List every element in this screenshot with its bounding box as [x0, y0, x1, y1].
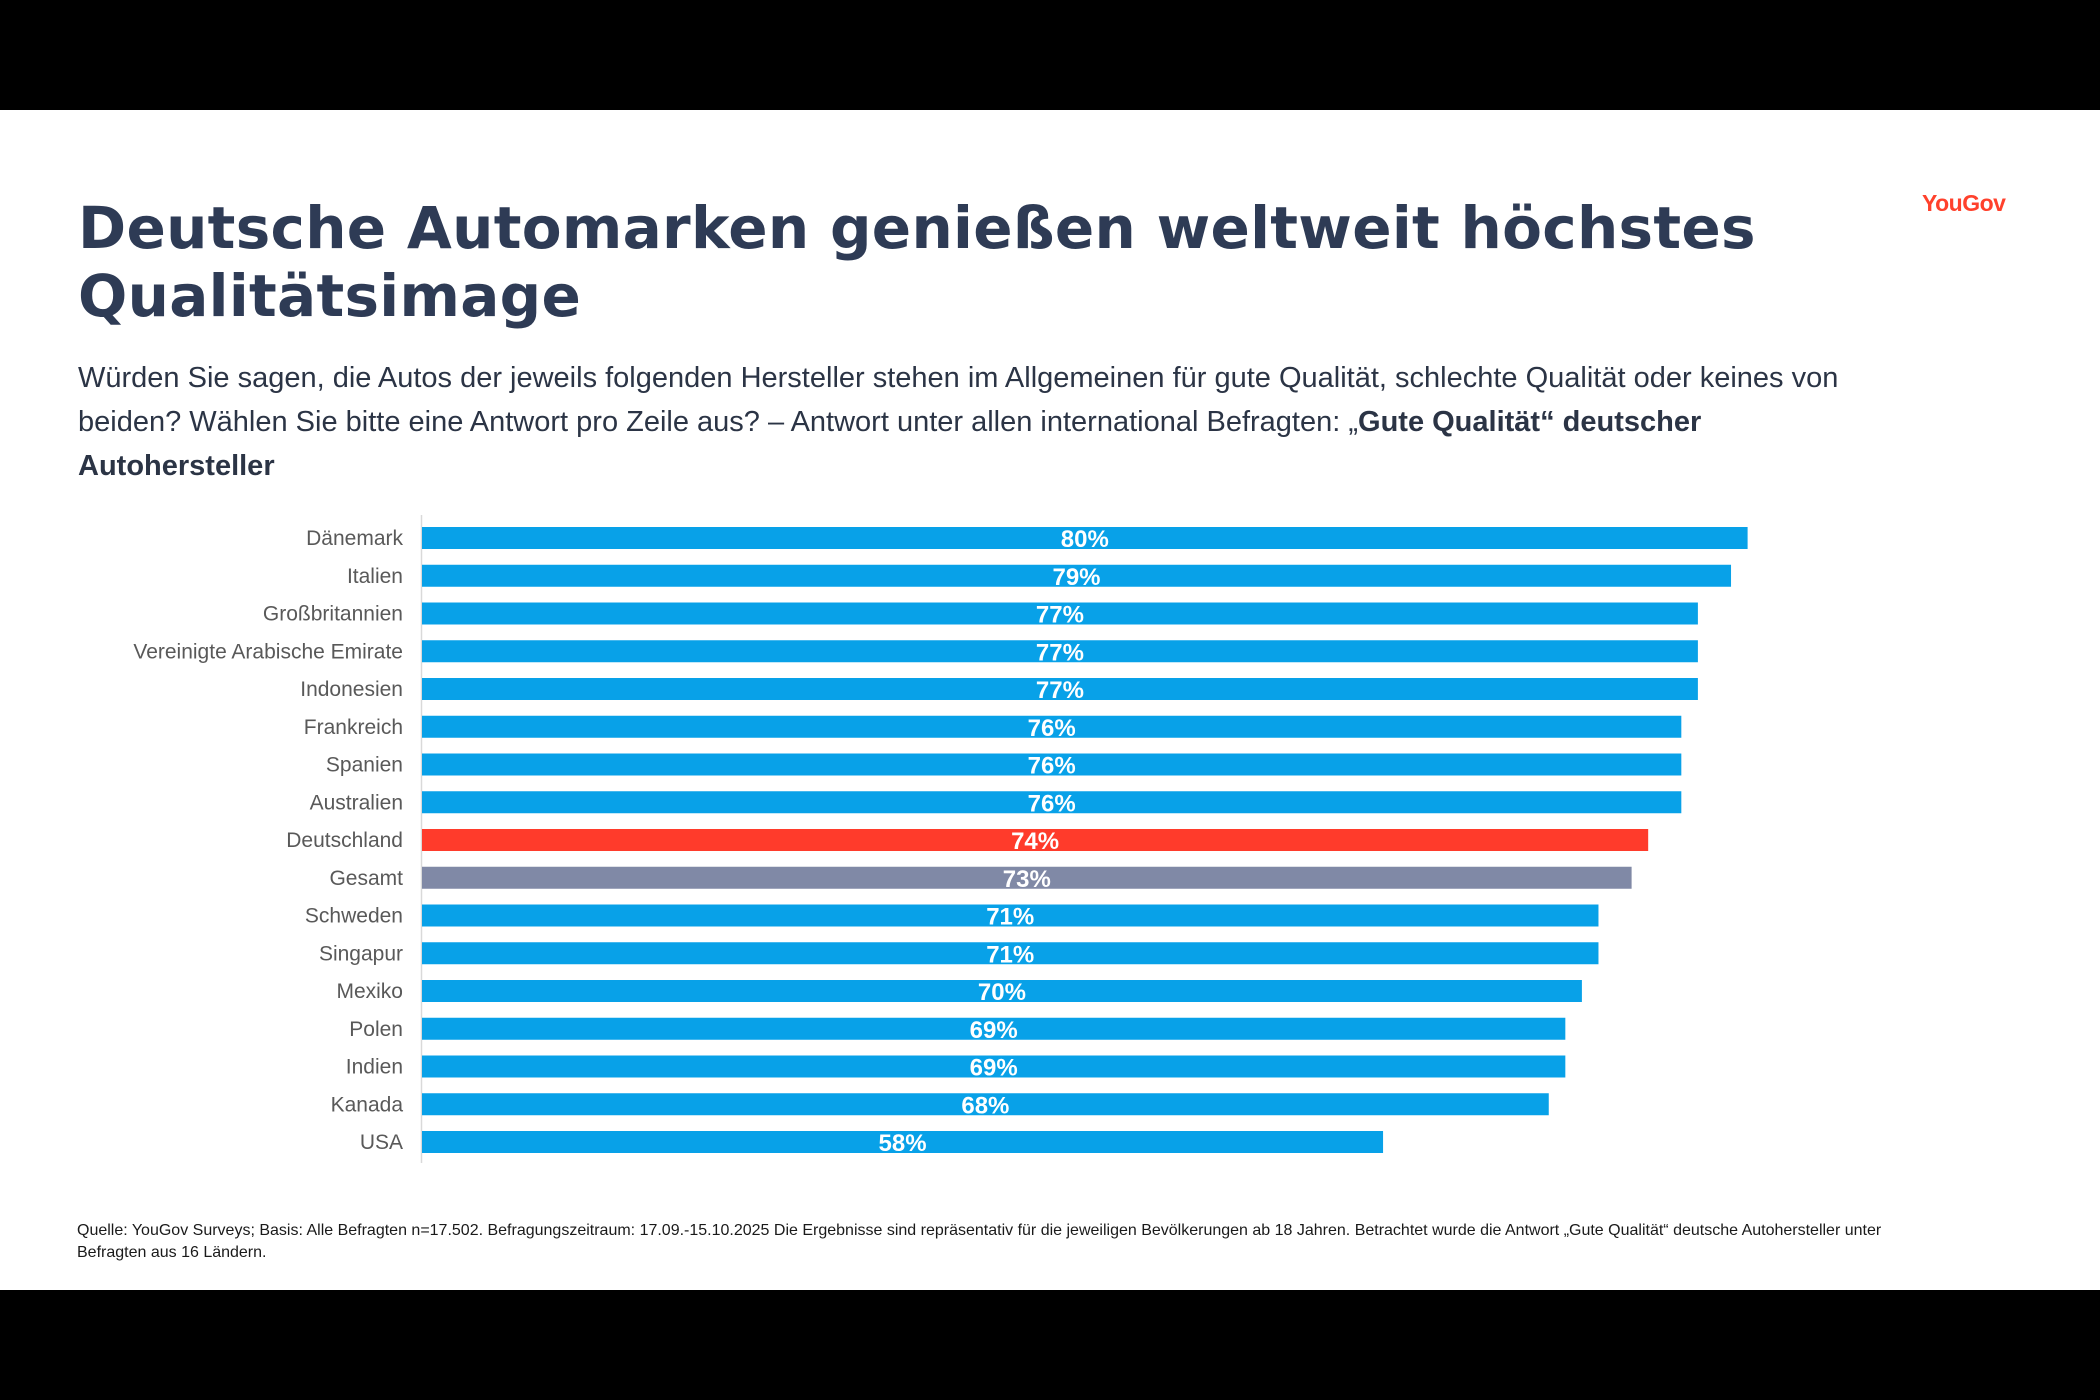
category-label: USA: [360, 1131, 403, 1154]
data-label: 80%: [1061, 526, 1109, 553]
bar-indien: [422, 1055, 1566, 1078]
bar-vereinigte-arabische-emirate: [422, 640, 1698, 663]
bar-spanien: [422, 753, 1682, 776]
data-label: 68%: [961, 1092, 1009, 1119]
data-label: 71%: [986, 904, 1034, 931]
yougov-logo: YouGov: [1922, 190, 2006, 216]
bar-indonesien: [422, 678, 1698, 700]
category-label: Singapur: [319, 942, 403, 965]
bar-group: Großbritannien 77%: [263, 602, 1698, 629]
bar-dänemark: [422, 527, 1748, 549]
page-title: Deutsche Automarken genießen weltweit hö…: [78, 194, 1756, 330]
category-label: Frankreich: [304, 716, 403, 739]
bar-australien: [422, 791, 1682, 814]
data-label: 69%: [970, 1017, 1018, 1044]
bar-group: Mexiko 70%: [336, 979, 1582, 1006]
bar-group: Indien 69%: [346, 1055, 1566, 1082]
bar-gesamt: [422, 866, 1632, 889]
bar-group: Gesamt 73%: [329, 866, 1632, 893]
data-label: 77%: [1036, 602, 1084, 629]
bar-italien: [422, 564, 1732, 587]
bar-singapur: [422, 942, 1599, 965]
subtitle-bold: Gute Qualität“ deutscher Autohersteller: [78, 406, 1702, 482]
data-label: 76%: [1028, 753, 1076, 780]
bar-group: Kanada 68%: [331, 1092, 1549, 1119]
bar-usa: [422, 1131, 1384, 1153]
bar-group: Schweden 71%: [305, 904, 1599, 931]
category-label: Mexiko: [336, 980, 403, 1003]
data-label: 69%: [970, 1055, 1018, 1082]
bar-group: Frankreich 76%: [304, 715, 1682, 742]
data-label: 74%: [1011, 828, 1059, 855]
bar-group: Spanien 76%: [326, 753, 1682, 780]
category-label: Großbritannien: [263, 603, 403, 626]
data-label: 77%: [1036, 639, 1084, 666]
bar-group: Australien 76%: [310, 790, 1682, 817]
bar-group: Dänemark 80%: [306, 526, 1748, 553]
data-label: 76%: [1028, 790, 1076, 817]
data-label: 58%: [879, 1130, 927, 1157]
category-label: Italien: [347, 565, 403, 588]
question-subtitle: Würden Sie sagen, die Autos der jeweils …: [78, 356, 1868, 488]
bar-group: Deutschland 74%: [286, 828, 1649, 855]
bar-polen: [422, 1017, 1566, 1040]
data-label: 71%: [986, 941, 1034, 968]
category-label: Spanien: [326, 754, 403, 777]
data-label: 76%: [1028, 715, 1076, 742]
category-label: Indien: [346, 1056, 403, 1079]
category-label: Gesamt: [329, 867, 403, 890]
bar-group: Italien 79%: [347, 564, 1732, 591]
bar-group: USA 58%: [360, 1130, 1384, 1157]
subtitle-regular: Würden Sie sagen, die Autos der jeweils …: [78, 362, 1839, 438]
source-footnote: Quelle: YouGov Surveys; Basis: Alle Befr…: [77, 1222, 1882, 1261]
bar-deutschland: [422, 829, 1649, 851]
bar-frankreich: [422, 715, 1682, 738]
category-label: Schweden: [305, 905, 403, 928]
data-label: 77%: [1036, 677, 1084, 704]
category-label: Indonesien: [300, 678, 403, 701]
bar-chart: Dänemark 80%Italien 79%Großbritannien 77%Ve…: [133, 515, 1748, 1163]
category-label: Dänemark: [306, 527, 403, 550]
bar-group: Vereinigte Arabische Emirate 77%: [133, 639, 1698, 666]
bar-group: Indonesien 77%: [300, 677, 1698, 704]
bar-kanada: [422, 1093, 1549, 1116]
bar-großbritannien: [422, 602, 1698, 625]
slide: YouGov Deutsche Automarken genießen welt…: [0, 110, 2100, 1290]
bar-group: Polen 69%: [349, 1017, 1566, 1044]
category-label: Vereinigte Arabische Emirate: [133, 640, 403, 663]
category-label: Polen: [349, 1018, 403, 1041]
category-label: Australien: [310, 791, 403, 814]
category-label: Kanada: [331, 1093, 404, 1116]
bar-schweden: [422, 904, 1599, 927]
data-label: 73%: [1003, 866, 1051, 893]
data-label: 79%: [1052, 564, 1100, 591]
category-label: Deutschland: [286, 829, 403, 852]
bar-mexiko: [422, 980, 1582, 1002]
data-label: 70%: [978, 979, 1026, 1006]
bar-group: Singapur 71%: [319, 941, 1599, 968]
